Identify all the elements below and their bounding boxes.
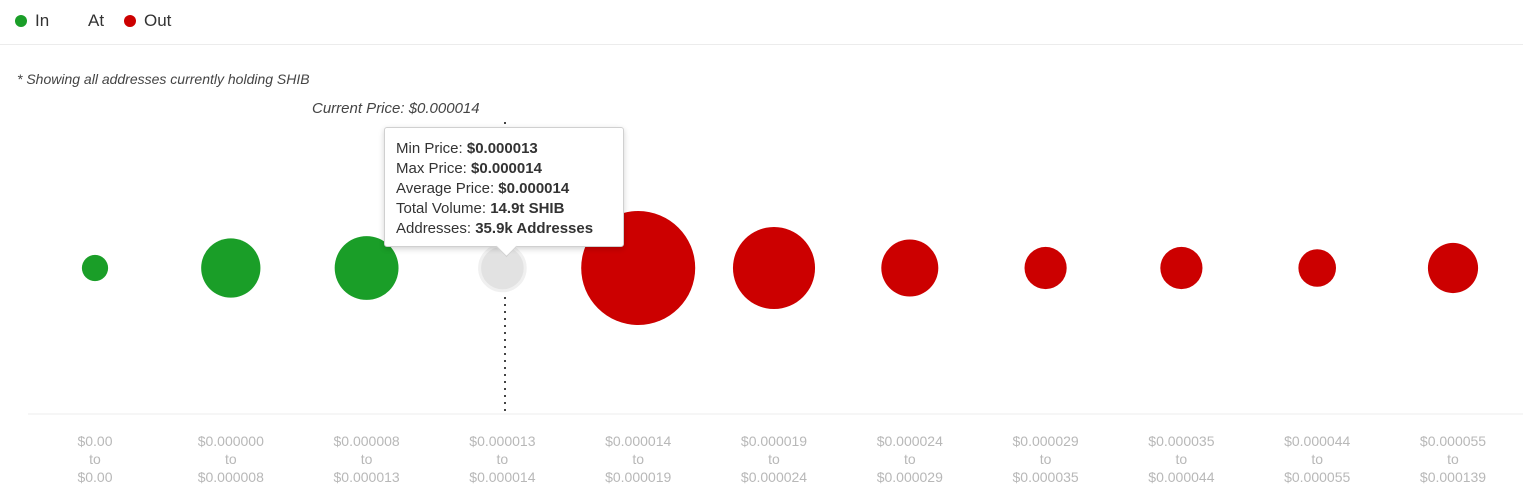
x-tick-label-4: $0.000014 to $0.000019	[605, 433, 671, 485]
x-tick-line-5-2: $0.000024	[741, 469, 807, 485]
x-tick-line-1-2: $0.000008	[198, 469, 264, 485]
x-tick-line-0-0: $0.00	[77, 433, 112, 449]
x-tick-group: $0.00 to $0.00$0.000000 to $0.000008$0.00000…	[77, 433, 1486, 485]
x-tick-line-7-2: $0.000035	[1013, 469, 1079, 485]
legend-label-in: In	[35, 11, 50, 30]
x-tick-line-7-1: to	[1040, 451, 1052, 467]
holders-note: * Showing all addresses currently holdin…	[17, 71, 310, 87]
bubble-out-8[interactable]	[1160, 246, 1203, 290]
x-tick-line-2-0: $0.000008	[334, 433, 400, 449]
x-tick-label-0: $0.00 to $0.00	[77, 433, 112, 485]
x-tick-label-1: $0.000000 to $0.000008	[198, 433, 264, 485]
x-tick-label-6: $0.000024 to $0.000029	[877, 433, 943, 485]
x-tick-line-4-0: $0.000014	[605, 433, 671, 449]
tooltip-addresses: Addresses: 35.9k Addresses	[396, 220, 594, 237]
x-tick-line-3-0: $0.000013	[469, 433, 535, 449]
x-tick-line-10-2: $0.000139	[1420, 469, 1486, 485]
x-tick-line-5-0: $0.000019	[741, 433, 807, 449]
x-tick-line-3-1: to	[497, 451, 509, 467]
bubble-in-0[interactable]	[81, 254, 109, 282]
x-tick-line-3-2: $0.000014	[469, 469, 535, 485]
bubble-tooltip: Min Price: $0.000013 Max Price: $0.00001…	[384, 127, 624, 258]
x-tick-label-10: $0.000055 to $0.000139	[1420, 433, 1486, 485]
x-tick-label-2: $0.000008 to $0.000013	[334, 433, 400, 485]
x-tick-label-3: $0.000013 to $0.000014	[469, 433, 535, 485]
x-tick-line-10-1: to	[1447, 451, 1459, 467]
legend-label-out: Out	[144, 11, 172, 30]
tooltip-min-price: Min Price: $0.000013	[396, 140, 538, 157]
x-tick-line-5-1: to	[768, 451, 780, 467]
x-tick-line-1-0: $0.000000	[198, 433, 264, 449]
x-tick-line-0-1: to	[89, 451, 101, 467]
x-tick-line-1-1: to	[225, 451, 237, 467]
x-tick-line-4-2: $0.000019	[605, 469, 671, 485]
bubble-in-1[interactable]	[201, 238, 261, 298]
x-tick-line-2-2: $0.000013	[334, 469, 400, 485]
x-tick-line-10-0: $0.000055	[1420, 433, 1486, 449]
legend-swatch-in	[15, 15, 27, 27]
legend-swatch-out	[124, 15, 136, 27]
legend: In At Out	[0, 0, 1523, 45]
x-tick-line-6-2: $0.000029	[877, 469, 943, 485]
x-tick-line-8-2: $0.000044	[1148, 469, 1214, 485]
x-tick-label-7: $0.000029 to $0.000035	[1013, 433, 1079, 485]
bubble-in-2[interactable]	[334, 236, 399, 300]
bubble-group	[81, 211, 1479, 325]
tooltip-average-price: Average Price: $0.000014	[396, 180, 570, 197]
bubble-out-7[interactable]	[1024, 246, 1067, 290]
x-tick-line-6-1: to	[904, 451, 916, 467]
tooltip-total-volume: Total Volume: 14.9t SHIB	[396, 200, 565, 217]
x-tick-line-8-0: $0.000035	[1148, 433, 1214, 449]
x-tick-line-0-2: $0.00	[77, 469, 112, 485]
x-tick-line-7-0: $0.000029	[1013, 433, 1079, 449]
legend-item-out[interactable]: Out	[124, 11, 171, 31]
bubble-out-10[interactable]	[1427, 242, 1479, 294]
x-tick-line-2-1: to	[361, 451, 373, 467]
x-tick-line-9-0: $0.000044	[1284, 433, 1350, 449]
legend-item-at[interactable]: At	[88, 11, 104, 31]
x-tick-line-6-0: $0.000024	[877, 433, 943, 449]
x-tick-label-5: $0.000019 to $0.000024	[741, 433, 807, 485]
x-tick-line-9-2: $0.000055	[1284, 469, 1350, 485]
legend-label-at: At	[88, 11, 105, 30]
x-tick-line-8-1: to	[1176, 451, 1188, 467]
bubble-out-5[interactable]	[732, 226, 816, 310]
bubble-out-9[interactable]	[1298, 249, 1337, 287]
current-price-label: Current Price: $0.000014	[312, 100, 480, 117]
legend-item-in[interactable]: In	[15, 11, 49, 31]
bubble-out-6[interactable]	[881, 239, 939, 297]
x-tick-line-9-1: to	[1311, 451, 1323, 467]
tooltip-max-price: Max Price: $0.000014	[396, 160, 542, 177]
x-tick-label-9: $0.000044 to $0.000055	[1284, 433, 1350, 485]
x-tick-label-8: $0.000035 to $0.000044	[1148, 433, 1214, 485]
x-tick-line-4-1: to	[632, 451, 644, 467]
